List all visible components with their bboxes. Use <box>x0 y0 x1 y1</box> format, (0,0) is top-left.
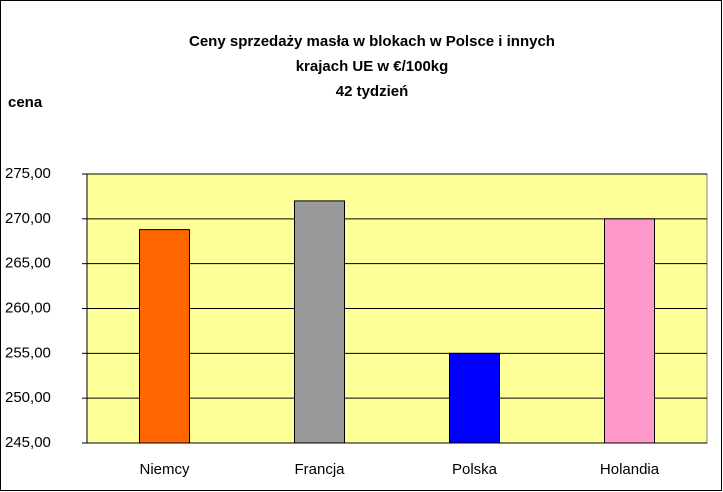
chart-title: Ceny sprzedaży masła w blokach w Polsce … <box>189 33 555 50</box>
x-tick-label: Niemcy <box>139 461 190 478</box>
bar <box>604 218 655 444</box>
y-tick-label: 245,00 <box>5 434 51 451</box>
bar <box>449 352 500 444</box>
bar <box>139 229 190 444</box>
y-tick-label: 265,00 <box>5 255 51 272</box>
y-tick-label: 255,00 <box>5 344 51 361</box>
chart-title: krajach UE w €/100kg <box>296 58 449 75</box>
x-tick-label: Polska <box>452 461 498 478</box>
chart-title: 42 tydzień <box>336 83 409 100</box>
y-tick-label: 260,00 <box>5 299 51 316</box>
x-tick-label: Francja <box>294 461 345 478</box>
bar <box>294 200 345 444</box>
y-tick-label: 270,00 <box>5 210 51 227</box>
y-tick-label: 250,00 <box>5 389 51 406</box>
y-axis-label: cena <box>8 94 43 111</box>
y-tick-label: 275,00 <box>5 165 51 182</box>
x-tick-label: Holandia <box>600 461 660 478</box>
